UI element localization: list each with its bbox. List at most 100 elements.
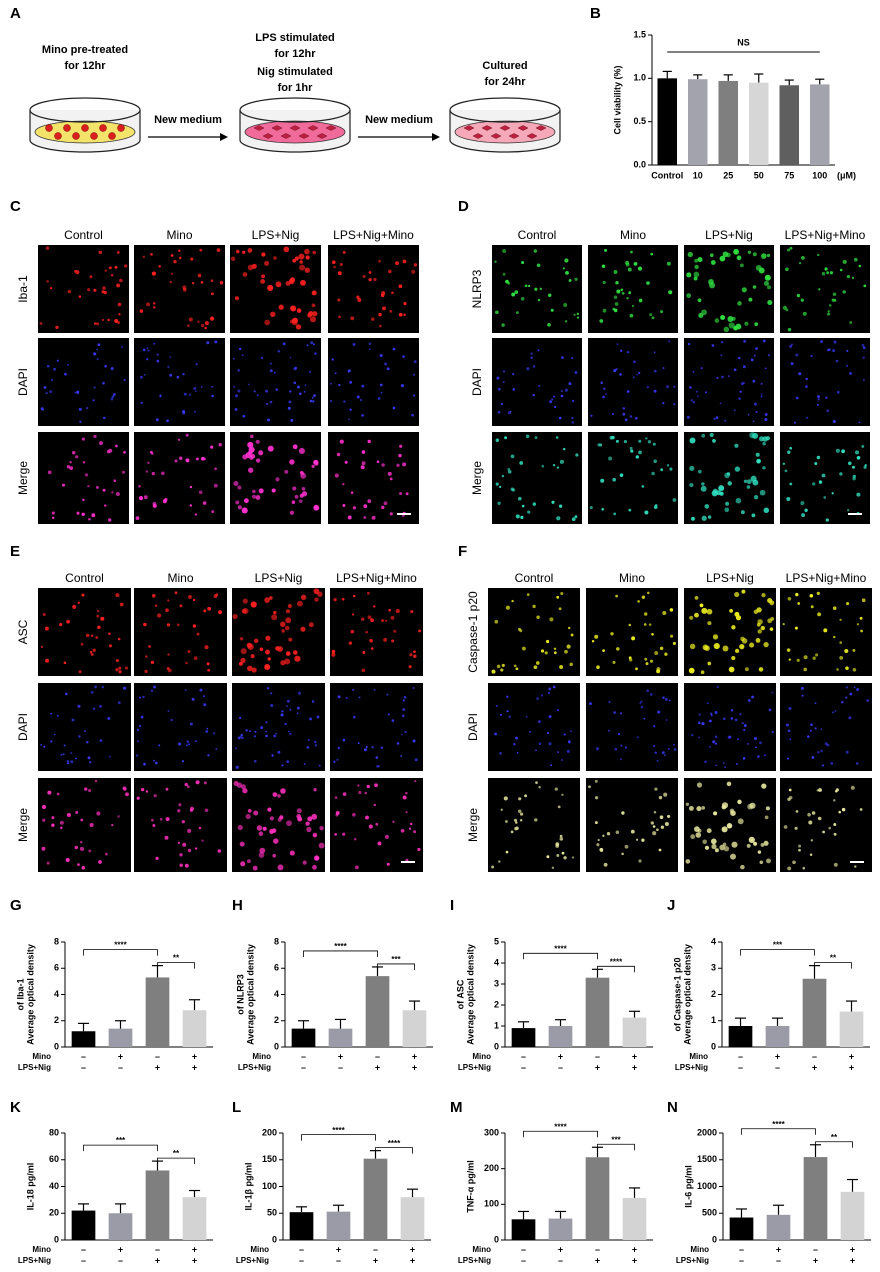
cell-dot (690, 834, 696, 840)
cell-dot (291, 319, 298, 326)
condition-mark: + (410, 1244, 415, 1254)
cell-dot (334, 796, 338, 799)
cell-dot (710, 260, 716, 265)
cell (463, 125, 475, 131)
cell-dot (807, 813, 811, 817)
cell-dot (850, 785, 855, 790)
cell-dot (204, 321, 209, 326)
dish-rim (239, 97, 351, 123)
cell-dot (402, 259, 407, 264)
cell-dot (540, 694, 543, 697)
cell-dot (621, 291, 625, 295)
cell-dot (152, 759, 156, 762)
cell-dot (241, 507, 248, 514)
bar (365, 976, 390, 1047)
significance-label: **** (114, 941, 127, 950)
cell-dot (275, 388, 279, 391)
cell-dot (533, 665, 538, 670)
y-tick-label: 6 (54, 963, 59, 973)
cell-dot (251, 494, 257, 499)
cell-dot (859, 616, 863, 620)
cell-dot (203, 609, 207, 613)
cell-dot (177, 438, 181, 441)
y-tick-label: 5 (494, 936, 499, 946)
cell-dot (46, 280, 49, 283)
y-tick-label: 0 (494, 1041, 499, 1051)
cell-dot (730, 853, 736, 860)
cell-dot (816, 455, 821, 460)
cell-dot (605, 393, 607, 396)
cell-dot (847, 509, 850, 512)
y-tick-label: 500 (702, 1208, 717, 1218)
cell-dot (169, 280, 172, 284)
cell-dot (96, 614, 100, 618)
cell-dot (412, 739, 416, 743)
cell-dot (816, 591, 820, 596)
cell-dot (597, 838, 600, 842)
cell-dot (769, 627, 774, 631)
cell-dot (636, 373, 638, 376)
column-header: Control (515, 571, 554, 585)
cell-dot (249, 455, 254, 460)
cell-dot (215, 593, 219, 597)
cell-dot (509, 410, 512, 413)
y-tick-label: 0 (54, 1041, 59, 1051)
micrograph (586, 588, 678, 676)
cell-dot (786, 497, 791, 501)
cell-dot (760, 393, 763, 395)
cell-dot (817, 816, 822, 821)
cell-dot (314, 505, 319, 510)
cell-dot (764, 815, 769, 820)
cell-dot (151, 818, 154, 822)
cell-dot (730, 709, 734, 712)
cell-dot (367, 439, 371, 444)
cell-dot (281, 710, 284, 713)
bar (839, 1011, 864, 1047)
cell-dot (330, 382, 332, 385)
cell-dot (365, 630, 368, 634)
cell-dot (253, 810, 259, 816)
column-header: LPS+Nig (706, 571, 754, 585)
cell-dot (555, 436, 559, 439)
cell-dot (294, 655, 301, 662)
cell-dot (762, 441, 766, 446)
cell-dot (737, 799, 742, 805)
cell-dot (298, 253, 305, 260)
cell-dot (689, 615, 694, 620)
cell (81, 124, 89, 132)
cell-dot (619, 473, 624, 477)
cell-dot (140, 715, 144, 719)
cell (90, 132, 98, 140)
cell-dot (303, 390, 306, 393)
cell-dot (599, 847, 604, 852)
cell-dot (111, 395, 115, 398)
cell-dot (240, 861, 246, 867)
y-axis-label: of ASC (455, 979, 465, 1009)
cell (325, 125, 337, 131)
cell-dot (40, 645, 44, 649)
cell-dot (630, 829, 635, 834)
cell-dot (113, 479, 117, 482)
cell-dot (293, 650, 298, 655)
cell-dot (833, 832, 837, 836)
cell-dot (638, 298, 643, 303)
cell-dot (666, 385, 669, 389)
cell-dot (92, 707, 96, 710)
cell-dot (629, 313, 634, 318)
cell-dot (814, 462, 818, 466)
cell-dot (40, 744, 42, 746)
cell-dot (142, 255, 145, 259)
cell-dot (264, 597, 270, 603)
cell-dot (507, 469, 512, 474)
bar (145, 977, 170, 1047)
cell-dot (691, 516, 695, 521)
cell-dot (115, 444, 118, 448)
condition-mark: + (192, 1244, 197, 1254)
cell-dot (723, 846, 730, 852)
cell-dot (841, 449, 845, 454)
cell-dot (563, 733, 566, 736)
cell-dot (188, 595, 192, 599)
cell-dot (178, 742, 181, 746)
cell-dot (123, 451, 126, 454)
cell-dot (701, 515, 707, 521)
